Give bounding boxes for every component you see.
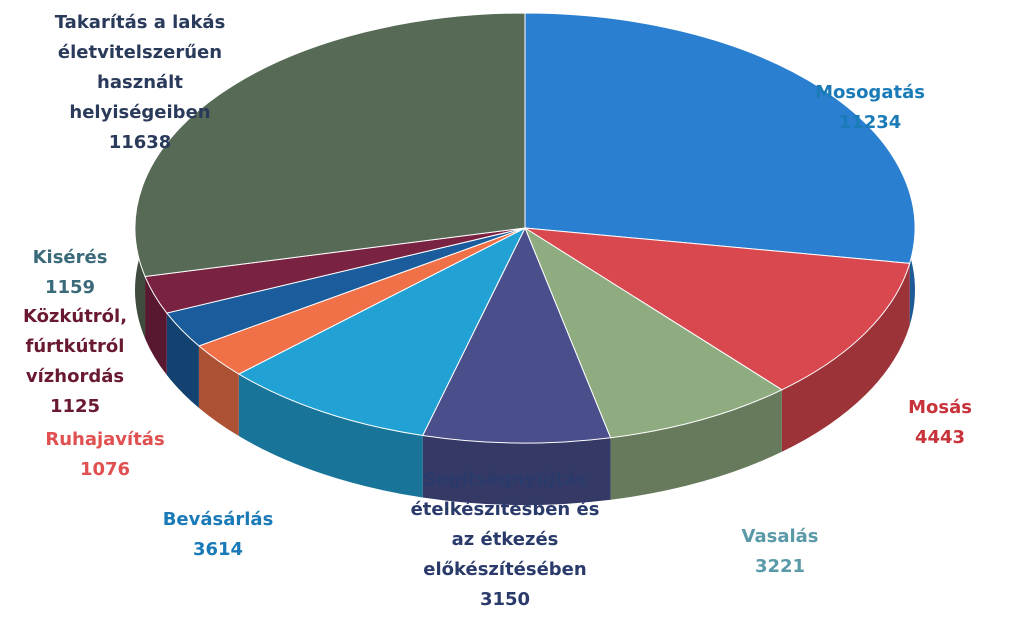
- value-label: 1159: [44, 277, 96, 298]
- value-label: 3221: [754, 556, 806, 577]
- category-label: Ruhajavítás: [45, 429, 165, 450]
- value-label: 1125: [49, 396, 101, 417]
- pie-slice: [524, 12, 916, 264]
- pie-slice-side: [166, 313, 199, 408]
- data-label: Segítségnyújtás ételkészítésben és az ét…: [411, 465, 600, 615]
- pie-slice-side: [238, 374, 423, 498]
- value-label: 11638: [108, 132, 172, 153]
- data-label: Takarítás a lakás életvitelszerűen haszn…: [55, 8, 226, 158]
- value-label: 11234: [838, 112, 902, 133]
- pie-slice: [524, 227, 911, 391]
- data-label: Kisérés 1159: [33, 243, 108, 303]
- data-label: Bevásárlás 3614: [163, 505, 274, 565]
- category-label: Vasalás: [741, 526, 819, 547]
- pie-slice: [421, 226, 612, 444]
- data-label: Ruhajavítás 1076: [45, 425, 164, 485]
- data-label: Mosás 4443: [908, 393, 972, 453]
- data-label: Vasalás 3221: [742, 522, 819, 582]
- value-label: 4443: [914, 427, 966, 448]
- pie-slice-side: [781, 263, 910, 452]
- category-label: Takarítás a lakás életvitelszerűen haszn…: [54, 12, 226, 123]
- value-label: 1076: [79, 459, 131, 480]
- pie-slice-side: [422, 435, 611, 505]
- data-label: Közkútról, fúrtkútról vízhordás 1125: [23, 302, 127, 422]
- category-label: Kisérés: [32, 247, 108, 268]
- category-label: Közkútról, fúrtkútról vízhordás: [22, 306, 128, 387]
- data-label: Mosogatás 11234: [815, 78, 925, 138]
- value-label: 3150: [479, 589, 531, 610]
- pie-slice: [237, 226, 527, 437]
- pie-slice-side: [145, 276, 167, 376]
- category-label: Mosás: [908, 397, 972, 418]
- value-label: 3614: [192, 539, 244, 560]
- pie-slice: [134, 12, 526, 278]
- pie-slice-side: [610, 389, 782, 500]
- category-label: Mosogatás: [815, 82, 925, 103]
- category-label: Bevásárlás: [162, 509, 274, 530]
- category-label: Segítségnyújtás ételkészítésben és az ét…: [410, 469, 600, 580]
